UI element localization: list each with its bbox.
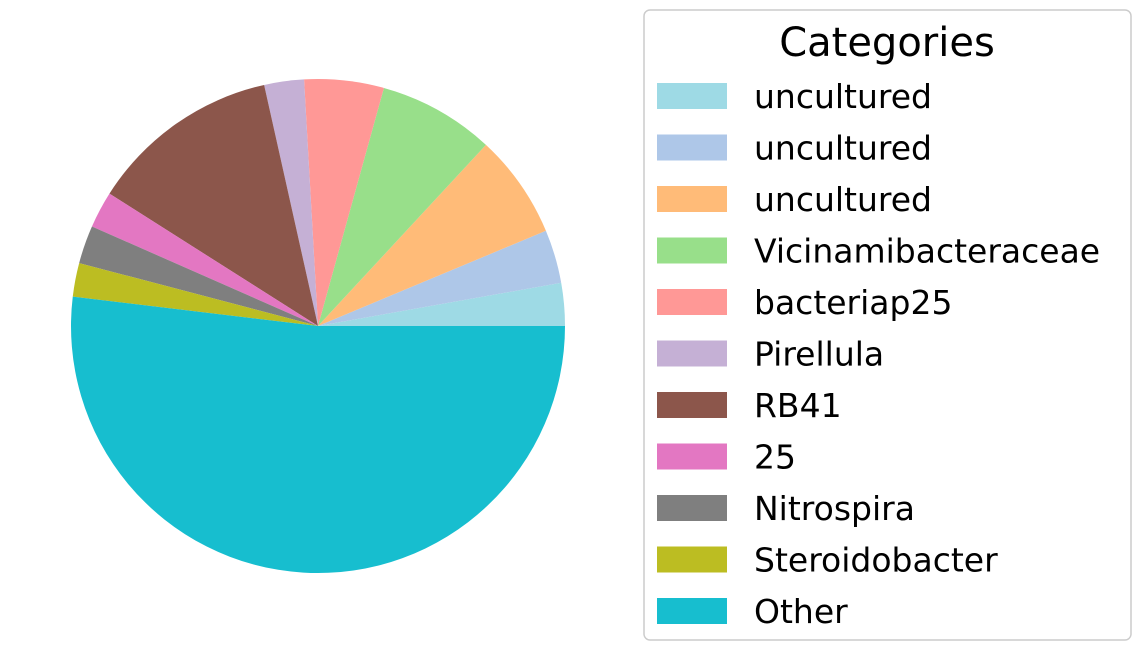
legend-label-1: uncultured	[754, 129, 932, 168]
legend-swatch-4	[657, 289, 727, 315]
legend-label-2: uncultured	[754, 180, 932, 219]
legend-swatch-10	[657, 598, 727, 624]
legend-swatch-8	[657, 495, 727, 521]
pie-slice-2	[318, 144, 546, 326]
legend-items: uncultured uncultured uncultured Vicinamiba…	[657, 77, 1100, 631]
legend: Categories unculturedunculturedunculture…	[643, 9, 1132, 641]
legend-swatch-9	[657, 546, 727, 573]
pie-slice-1	[318, 230, 562, 326]
pie-slice-10	[70, 296, 565, 574]
legend-title: Categories	[779, 20, 995, 66]
legend-swatch-0	[657, 83, 727, 109]
pie-slice-4	[304, 78, 384, 327]
pie-slice-9	[72, 263, 318, 326]
legend-label-7: 25	[754, 438, 796, 477]
legend-frame	[643, 9, 1132, 641]
legend-label-5: Pirellula	[754, 335, 884, 374]
legend-label-4: bacteriap25	[754, 283, 952, 322]
legend-swatch-3	[657, 237, 727, 264]
pie-slice-0	[318, 282, 565, 326]
legend-label-0: uncultured	[754, 77, 932, 116]
legend-label-8: Nitrospira	[754, 489, 915, 528]
pie-slice-5	[264, 79, 318, 326]
legend-swatch-7	[657, 443, 727, 470]
legend-label-9: Steroidobacter	[754, 541, 998, 580]
legend-swatch-1	[657, 134, 727, 161]
pie-slice-8	[79, 226, 319, 326]
legend-label-3: Vicinamibacteraceae	[754, 232, 1100, 271]
legend-label-10: Other	[754, 592, 848, 631]
legend-swatch-6	[657, 392, 727, 418]
pie-slices	[70, 78, 565, 574]
legend-swatch-5	[657, 340, 727, 367]
pie-slice-6	[109, 84, 318, 326]
pie-slice-3	[318, 87, 486, 327]
legend-swatch-2	[657, 186, 727, 212]
pie-slice-7	[91, 193, 318, 326]
legend-label-6: RB41	[754, 386, 842, 425]
